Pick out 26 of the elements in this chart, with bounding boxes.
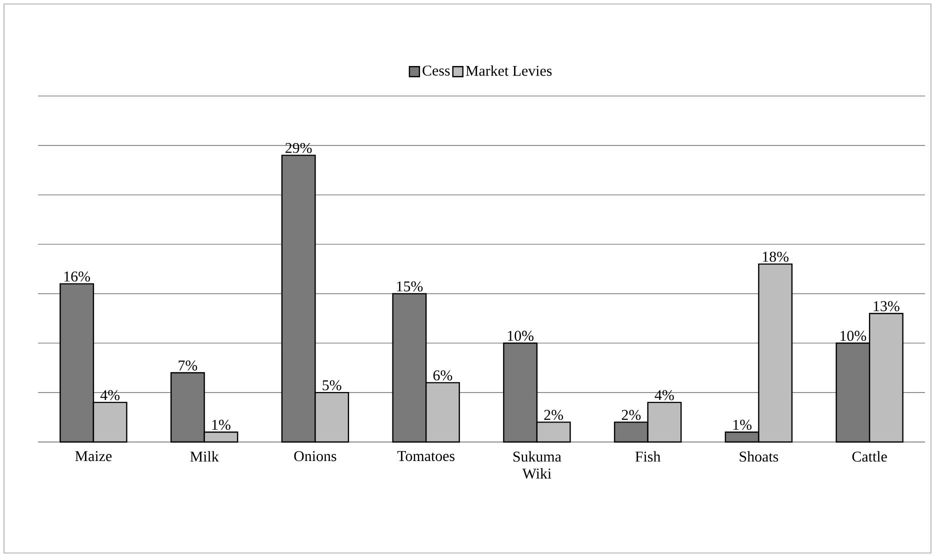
x-tick-label: Fish bbox=[635, 451, 660, 462]
data-label: 1% bbox=[212, 420, 230, 430]
x-tick-label: Sukuma Wiki bbox=[513, 451, 562, 479]
data-label: 4% bbox=[654, 390, 674, 400]
data-label: 29% bbox=[286, 142, 312, 154]
x-tick-label: Tomatoes bbox=[397, 451, 454, 462]
data-label: 10% bbox=[508, 330, 534, 341]
x-tick-label: Maize bbox=[75, 451, 112, 462]
data-label: 18% bbox=[762, 252, 789, 262]
data-label: 4% bbox=[100, 390, 120, 400]
data-label: 7% bbox=[178, 360, 198, 371]
data-label: 15% bbox=[397, 281, 423, 292]
data-label: 2% bbox=[622, 410, 641, 420]
legend-label: Cess bbox=[422, 66, 450, 76]
data-label: 16% bbox=[64, 271, 90, 282]
x-tick-label: Shoats bbox=[740, 451, 778, 462]
data-label: 2% bbox=[544, 410, 564, 420]
data-label: 6% bbox=[433, 370, 452, 380]
data-label: 5% bbox=[322, 380, 342, 390]
x-tick-label: Onions bbox=[294, 451, 336, 462]
data-label: 1% bbox=[733, 420, 752, 430]
data-label: 13% bbox=[874, 301, 900, 312]
x-tick-label: Milk bbox=[190, 451, 219, 462]
legend-label: Market Levies bbox=[466, 65, 552, 76]
data-label: 10% bbox=[840, 330, 866, 341]
x-tick-label: Cattle bbox=[852, 451, 887, 462]
